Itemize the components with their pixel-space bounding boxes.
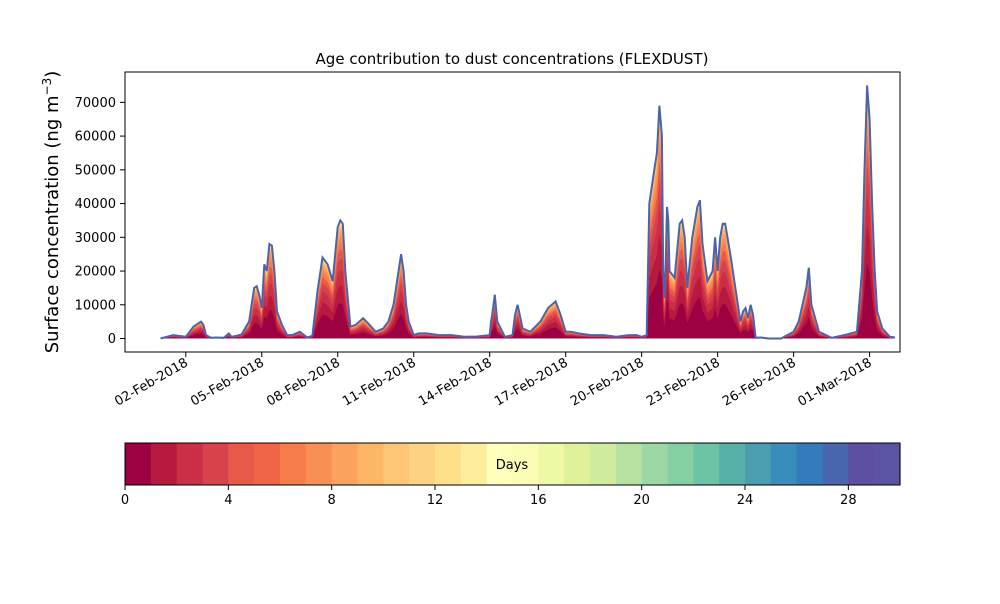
x-axis: 02-Feb-201805-Feb-201808-Feb-201811-Feb-… (112, 352, 875, 410)
colorbar-tick-label: 12 (427, 493, 444, 508)
colorbar-swatch (254, 443, 281, 485)
x-tick-label: 26-Feb-2018 (720, 355, 799, 409)
colorbar-swatch (228, 443, 255, 485)
colorbar-tick-label: 28 (840, 493, 857, 508)
colorbar-swatch (822, 443, 849, 485)
colorbar-tick-label: 24 (737, 493, 754, 508)
colorbar-swatch (486, 443, 514, 485)
y-axis: 0 10000 20000 30000 40000 50000 60000 70000 (75, 96, 125, 347)
colorbar-swatch (460, 443, 488, 485)
colorbar-tick-label: 8 (328, 493, 336, 508)
colorbar-swatch (770, 443, 798, 485)
colorbar-label: Days (496, 458, 529, 473)
colorbar-swatch (383, 443, 410, 485)
y-tick-label: 30000 (75, 231, 116, 246)
colorbar-swatch (435, 443, 462, 485)
y-tick-label: 0 (108, 332, 116, 347)
x-tick-label: 01-Mar-2018 (795, 355, 874, 409)
colorbar-swatch (409, 443, 436, 485)
colorbar-swatch (564, 443, 591, 485)
y-axis-label-text: Surface concentration (ng m (42, 95, 63, 353)
x-tick-label: 17-Feb-2018 (492, 355, 571, 409)
y-axis-label: Surface concentration (ng m−3) (40, 71, 63, 354)
x-tick-label: 23-Feb-2018 (644, 355, 723, 409)
colorbar-swatch (512, 443, 539, 485)
x-tick-label: 14-Feb-2018 (416, 355, 495, 409)
colorbar-swatch (719, 443, 746, 485)
colorbar-swatch (305, 443, 333, 485)
colorbar-ticks: 0 4 8 12 16 20 24 28 (121, 485, 857, 508)
plot-frame (124, 71, 901, 353)
colorbar-tick-label: 4 (224, 493, 232, 508)
x-tick-label: 20-Feb-2018 (568, 355, 647, 409)
colorbar-swatch (331, 443, 359, 485)
colorbar-swatch (796, 443, 824, 485)
y-tick-label: 20000 (75, 265, 116, 280)
colorbar-swatch (202, 443, 229, 485)
chart-title: Age contribution to dust concentrations … (316, 50, 709, 68)
colorbar-swatch (848, 443, 875, 485)
x-tick-label: 05-Feb-2018 (188, 355, 267, 409)
colorbar-swatch (590, 443, 617, 485)
colorbar-swatch (280, 443, 307, 485)
colorbar-swatch (125, 443, 152, 485)
y-tick-label: 10000 (75, 298, 116, 313)
colorbar-swatch (357, 443, 384, 485)
colorbar (125, 443, 901, 485)
colorbar-swatch (693, 443, 720, 485)
age-area-layer (160, 224, 895, 339)
colorbar-swatch (615, 443, 643, 485)
age-area-layer (160, 262, 895, 339)
y-axis-label-exponent: −3 (40, 78, 54, 96)
stacked-areas (160, 85, 895, 339)
x-tick-label: 08-Feb-2018 (264, 355, 343, 409)
colorbar-swatch (538, 443, 565, 485)
x-tick-label: 11-Feb-2018 (340, 355, 419, 409)
colorbar-swatch (176, 443, 204, 485)
y-axis-label-close: ) (42, 71, 63, 78)
y-tick-label: 40000 (75, 197, 116, 212)
colorbar-tick-label: 16 (530, 493, 547, 508)
colorbar-swatch (150, 443, 178, 485)
total-series-line (160, 85, 896, 340)
y-tick-label: 70000 (75, 96, 116, 111)
colorbar-tick-label: 20 (633, 493, 650, 508)
colorbar-swatch (641, 443, 669, 485)
colorbar-swatch (874, 443, 901, 485)
y-tick-label: 50000 (75, 163, 116, 178)
colorbar-swatch (667, 443, 694, 485)
colorbar-frame (124, 442, 901, 486)
colorbar-swatch (745, 443, 772, 485)
colorbar-tick-label: 0 (121, 493, 129, 508)
x-tick-label: 02-Feb-2018 (112, 355, 191, 409)
y-tick-label: 60000 (75, 130, 116, 145)
